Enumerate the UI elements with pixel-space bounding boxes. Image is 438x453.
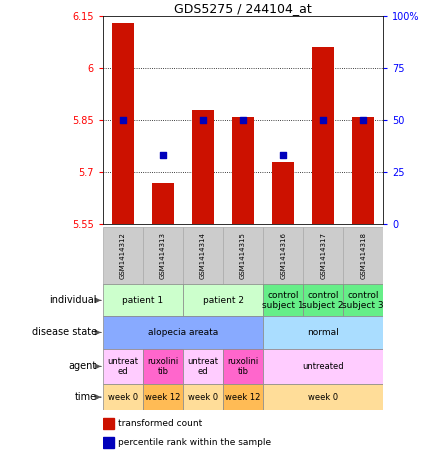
Point: [360, 116, 367, 124]
Bar: [103, 316, 263, 348]
Bar: [152, 183, 174, 224]
Text: GSM1414312: GSM1414312: [120, 232, 126, 279]
Text: individual: individual: [49, 295, 97, 305]
Text: GSM1414313: GSM1414313: [160, 232, 166, 279]
Point: [320, 116, 327, 124]
Bar: [103, 437, 114, 448]
Bar: [103, 384, 143, 410]
Bar: [263, 384, 383, 410]
Text: week 12: week 12: [145, 393, 181, 402]
Text: untreated: untreated: [302, 362, 344, 371]
Bar: [103, 418, 114, 429]
Text: week 12: week 12: [226, 393, 261, 402]
Text: untreat
ed: untreat ed: [107, 357, 138, 376]
Text: normal: normal: [307, 328, 339, 337]
Point: [240, 116, 247, 124]
Text: transformed count: transformed count: [118, 419, 203, 428]
Bar: [263, 284, 303, 316]
Bar: [263, 348, 383, 384]
Text: untreat
ed: untreat ed: [187, 357, 219, 376]
Bar: [192, 110, 214, 224]
Text: patient 1: patient 1: [122, 296, 163, 305]
Bar: [352, 116, 374, 224]
Point: [279, 152, 286, 159]
Bar: [223, 348, 263, 384]
Text: control
subject 1: control subject 1: [262, 291, 304, 310]
Text: time: time: [75, 392, 97, 402]
Bar: [312, 47, 334, 224]
Bar: [143, 348, 183, 384]
Text: GSM1414316: GSM1414316: [280, 232, 286, 279]
Bar: [272, 162, 294, 224]
Bar: [343, 284, 383, 316]
Bar: [183, 348, 223, 384]
Bar: [112, 23, 134, 224]
Text: alopecia areata: alopecia areata: [148, 328, 218, 337]
Bar: [143, 384, 183, 410]
Text: disease state: disease state: [32, 328, 97, 337]
Text: control
subject 3: control subject 3: [343, 291, 384, 310]
Text: percentile rank within the sample: percentile rank within the sample: [118, 438, 272, 447]
Text: agent: agent: [69, 361, 97, 371]
Point: [159, 152, 166, 159]
Text: ruxolini
tib: ruxolini tib: [227, 357, 259, 376]
Text: week 0: week 0: [308, 393, 338, 402]
Bar: [183, 384, 223, 410]
Bar: [223, 226, 263, 284]
Title: GDS5275 / 244104_at: GDS5275 / 244104_at: [174, 2, 312, 14]
Bar: [232, 116, 254, 224]
Bar: [303, 226, 343, 284]
Bar: [103, 348, 143, 384]
Bar: [183, 226, 223, 284]
Bar: [303, 284, 343, 316]
Text: GSM1414317: GSM1414317: [320, 232, 326, 279]
Text: week 0: week 0: [188, 393, 218, 402]
Text: GSM1414315: GSM1414315: [240, 232, 246, 279]
Bar: [263, 226, 303, 284]
Bar: [223, 384, 263, 410]
Bar: [103, 226, 143, 284]
Text: patient 2: patient 2: [202, 296, 244, 305]
Point: [200, 116, 207, 124]
Bar: [263, 316, 383, 348]
Bar: [343, 226, 383, 284]
Text: ruxolini
tib: ruxolini tib: [147, 357, 179, 376]
Text: week 0: week 0: [108, 393, 138, 402]
Bar: [143, 226, 183, 284]
Text: GSM1414318: GSM1414318: [360, 232, 366, 279]
Bar: [183, 284, 263, 316]
Text: GSM1414314: GSM1414314: [200, 232, 206, 279]
Text: control
subject 2: control subject 2: [302, 291, 344, 310]
Bar: [103, 284, 183, 316]
Point: [120, 116, 127, 124]
